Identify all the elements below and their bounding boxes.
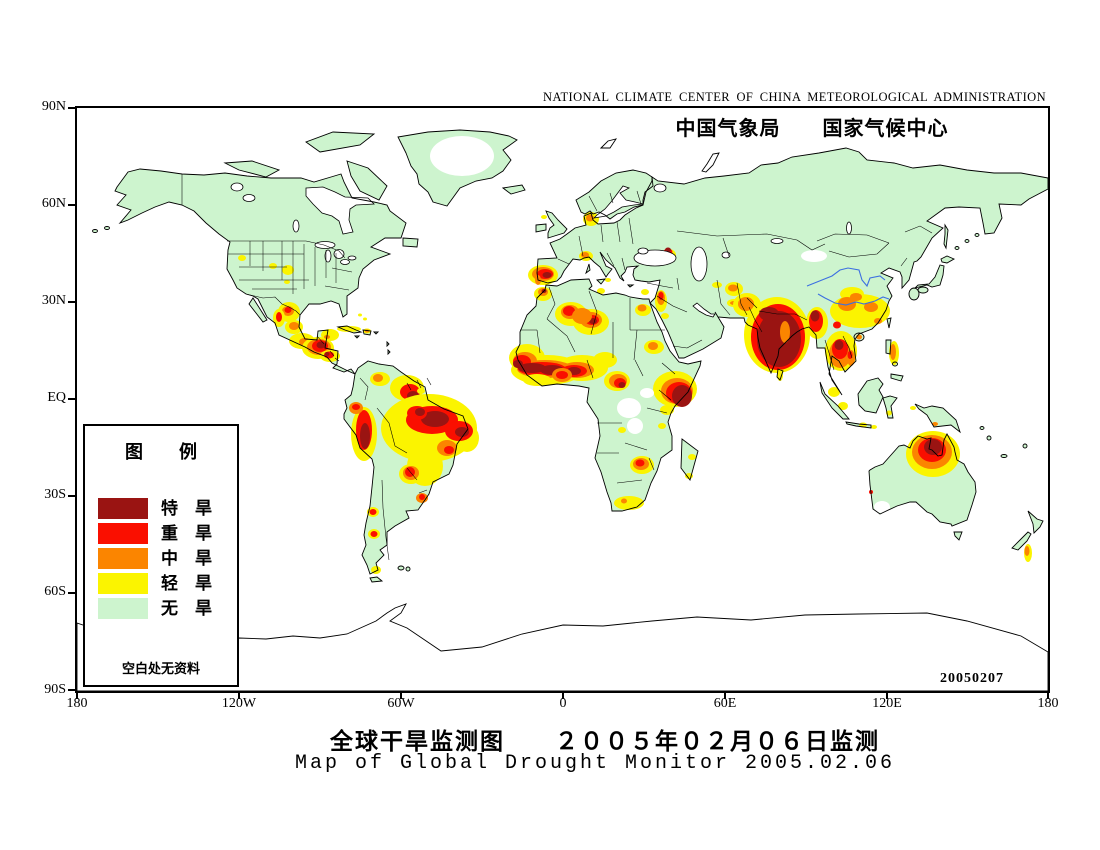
admin-header-en: NATIONAL CLIMATE CENTER OF CHINA METEORO… [543,90,1046,104]
lat-label-60s: 60S [44,584,66,599]
lat-tick [68,398,75,400]
lon-label-60e: 60E [713,696,737,711]
legend-swatch-severe [98,523,148,544]
legend-swatch-light [98,573,148,594]
drought-blobs [238,212,1032,574]
lon-tick [238,692,240,699]
lon-label-0: 0 [559,696,567,711]
agency-title-zh: 中国气象局 国家气候中心 [675,118,949,140]
legend-box: 图 例 特 旱 重 旱 中 旱 轻 旱 [83,424,239,687]
lon-tick [886,692,888,699]
legend-swatch-extreme [98,498,148,519]
legend-item-severe: 重 旱 [98,523,212,544]
lat-tick [68,592,75,594]
legend-rows: 特 旱 重 旱 中 旱 轻 旱 无 旱 [98,498,212,623]
caption-title-en: Map of Global Drought Monitor 2005.02.06 [294,752,896,775]
world-map [77,129,1048,691]
lat-label-60n: 60N [41,196,66,211]
lon-label-120e: 120E [872,696,902,711]
map-frame: 中国气象局 国家气候中心 20050207 图 例 特 旱 重 旱 中 旱 [75,106,1050,693]
lat-tick [68,204,75,206]
legend-item-moderate: 中 旱 [98,548,212,569]
legend-label-severe: 重 旱 [161,524,212,543]
lat-tick [68,301,75,303]
legend-label-extreme: 特 旱 [161,499,212,518]
no-data-patches [361,136,890,513]
lon-label-60w: 60W [387,696,415,711]
lat-label-90n: 90N [41,99,66,114]
lon-tick [400,692,402,699]
lon-label-180w: 180 [66,696,88,711]
legend-item-extreme: 特 旱 [98,498,212,519]
lon-label-180e: 180 [1037,696,1059,711]
legend-label-moderate: 中 旱 [161,549,212,568]
legend-title: 图 例 [125,442,197,462]
legend-label-light: 轻 旱 [161,574,212,593]
lat-tick [68,689,75,691]
legend-swatch-moderate [98,548,148,569]
china-rivers [806,267,890,306]
lon-tick [724,692,726,699]
date-stamp: 20050207 [940,671,1004,686]
antarctica [77,603,1048,691]
legend-label-none: 无 旱 [161,599,212,618]
lat-tick [68,495,75,497]
caption-title-zh: 全球干旱监测图 ２００５年０２月０６日监测 [330,728,880,754]
us-state-borders [228,241,353,294]
lat-tick [68,107,75,109]
lat-label-eq: EQ [47,390,66,405]
lat-label-90s: 90S [44,682,66,697]
lon-label-120w: 120W [221,696,257,711]
legend-item-light: 轻 旱 [98,573,212,594]
lat-label-30n: 30N [41,293,66,308]
legend-item-none: 无 旱 [98,598,212,619]
lon-tick [1047,692,1049,699]
lat-label-30s: 30S [44,487,66,502]
legend-footnote: 空白处无资料 [121,661,200,676]
lon-tick [76,692,78,699]
legend-swatch-none [98,598,148,619]
lon-tick [562,692,564,699]
country-borders [181,174,933,561]
